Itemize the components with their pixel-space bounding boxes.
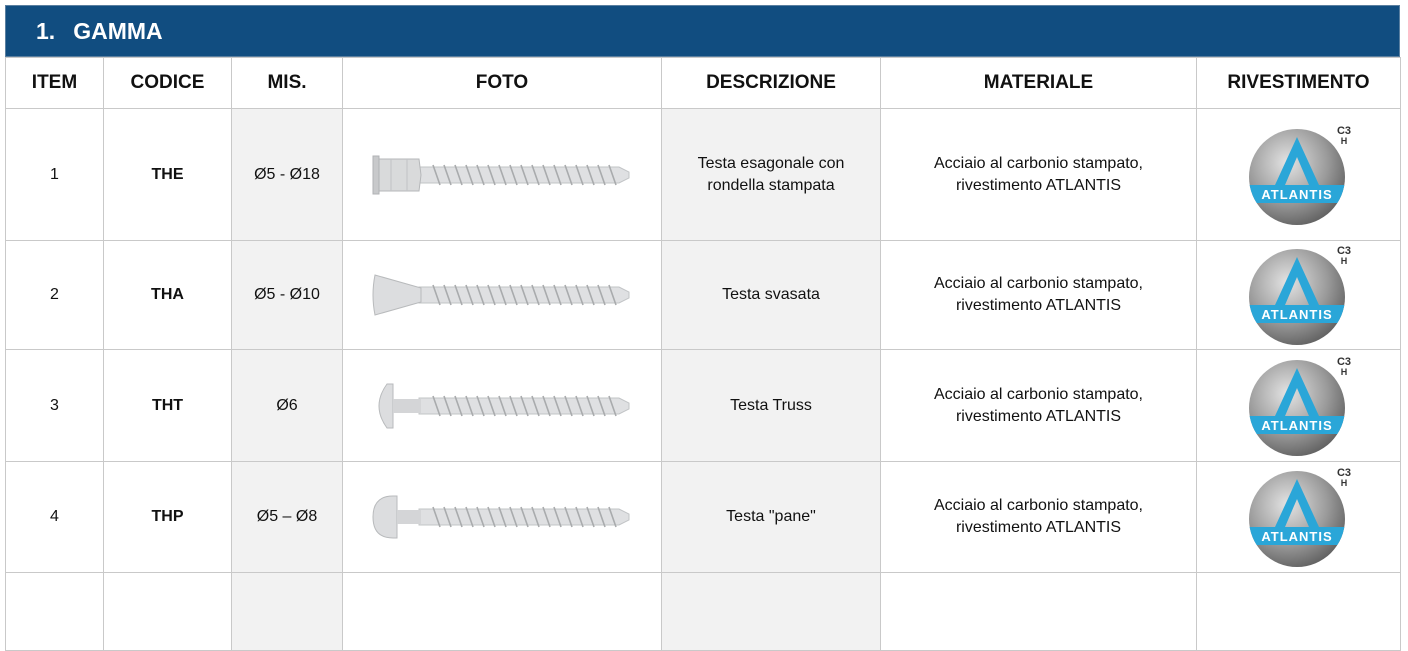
- description-text: Testa esagonale con rondella stampata: [697, 154, 845, 194]
- logo-brand: ATLANTIS: [1261, 529, 1332, 544]
- material-text: Acciaio al carbonio stampato, rivestimen…: [934, 497, 1143, 536]
- size-cell: Ø5 – Ø8: [231, 461, 343, 573]
- material-text: Acciaio al carbonio stampato, rivestimen…: [934, 275, 1143, 314]
- column-header: ITEM: [5, 57, 104, 109]
- column-header: FOTO: [342, 57, 662, 109]
- coating-cell: ATLANTIS C3 H: [1196, 108, 1401, 241]
- coating-logo: ATLANTIS C3H: [1248, 356, 1351, 456]
- code-cell: THE: [103, 108, 232, 241]
- material-cell: Acciaio al carbonio stampato, rivestimen…: [880, 108, 1197, 241]
- screw-photo: [372, 274, 630, 316]
- description-text: Testa svasata: [722, 286, 820, 303]
- logo-class: H: [1340, 478, 1347, 488]
- photo-cell: [342, 240, 662, 350]
- logo-brand: ATLANTIS: [1261, 418, 1332, 433]
- size-cell: Ø5 - Ø18: [231, 108, 343, 241]
- section-header: 1. GAMMA: [5, 5, 1400, 57]
- section-number: 1.: [36, 17, 56, 44]
- table-row: 4 THP Ø5 – Ø8 Testa "pane" Acciaio al carbon…: [5, 461, 1401, 573]
- photo-cell: [342, 461, 662, 573]
- logo-grade: C3: [1336, 125, 1350, 137]
- screw-photo: [372, 155, 630, 194]
- material-cell: Acciaio al carbonio stampato, rivestimen…: [880, 461, 1197, 573]
- screw-photo: [378, 383, 630, 428]
- coating-cell: ATLANTIS C3 H: [1196, 240, 1401, 350]
- document: 1. GAMMA ITEM CODICE MIS. FOTO DESCRIZIONE MA…: [5, 5, 1401, 651]
- coating-logo: ATLANTIS C3H: [1248, 125, 1351, 225]
- item-cell: 4: [5, 461, 104, 573]
- material-text: Acciaio al carbonio stampato, rivestimen…: [934, 385, 1143, 425]
- coating-logo: ATLANTIS C3H: [1248, 467, 1351, 567]
- code-cell: THP: [103, 461, 232, 573]
- table-row: 1 THE Ø5 - Ø18 Testa esagonale con rondella…: [5, 108, 1401, 241]
- photo-cell: [342, 349, 662, 462]
- description-cell: Testa Truss: [661, 349, 881, 462]
- logo-class: H: [1340, 256, 1347, 266]
- empty-cell: [103, 572, 232, 651]
- column-header: MIS.: [231, 57, 343, 109]
- screw-photo: [372, 495, 630, 539]
- column-header: RIVESTIMENTO: [1196, 57, 1401, 109]
- table-row: 3 THT Ø6 Testa Truss Acciaio al carbonio sta…: [5, 349, 1401, 462]
- code-cell: THA: [103, 240, 232, 350]
- column-header: DESCRIZIONE: [661, 57, 881, 109]
- description-cell: Testa "pane": [661, 461, 881, 573]
- photo-cell: [342, 108, 662, 241]
- logo-class: H: [1340, 367, 1347, 377]
- material-text: Acciaio al carbonio stampato, rivestimen…: [934, 154, 1143, 194]
- item-cell: 2: [5, 240, 104, 350]
- size-cell: Ø5 - Ø10: [231, 240, 343, 350]
- coating-cell: ATLANTIS C3 H: [1196, 349, 1401, 462]
- item-cell: 3: [5, 349, 104, 462]
- column-header: CODICE: [103, 57, 232, 109]
- logo-brand: ATLANTIS: [1261, 187, 1332, 202]
- material-cell: Acciaio al carbonio stampato, rivestimen…: [880, 349, 1197, 462]
- column-header: MATERIALE: [880, 57, 1197, 109]
- size-cell: Ø6: [231, 349, 343, 462]
- logo-class: H: [1340, 136, 1347, 146]
- logo-grade: C3: [1336, 245, 1350, 257]
- description-text: Testa "pane": [726, 508, 816, 525]
- code-cell: THT: [103, 349, 232, 462]
- description-cell: Testa esagonale con rondella stampata: [661, 108, 881, 241]
- coating-cell: ATLANTIS C3 H: [1196, 461, 1401, 573]
- empty-cell: [880, 572, 1197, 651]
- empty-cell: [1196, 572, 1401, 651]
- table-row: 2 THA Ø5 - Ø10 Testa svasata Acciaio al carb…: [5, 240, 1401, 350]
- description-text: Testa Truss: [730, 396, 812, 414]
- coating-logo: ATLANTIS C3H: [1248, 245, 1351, 345]
- empty-cell: [231, 572, 343, 651]
- section-title: GAMMA: [73, 17, 163, 44]
- range-table: ITEM CODICE MIS. FOTO DESCRIZIONE MATERIALE RI…: [5, 57, 1401, 651]
- empty-row: [5, 572, 1401, 651]
- logo-grade: C3: [1336, 467, 1350, 479]
- item-cell: 1: [5, 108, 104, 241]
- material-cell: Acciaio al carbonio stampato, rivestimen…: [880, 240, 1197, 350]
- header-row: ITEM CODICE MIS. FOTO DESCRIZIONE MATERIALE RI…: [5, 57, 1401, 109]
- empty-cell: [661, 572, 881, 651]
- empty-cell: [342, 572, 662, 651]
- logo-brand: ATLANTIS: [1261, 307, 1332, 322]
- description-cell: Testa svasata: [661, 240, 881, 350]
- empty-cell: [5, 572, 104, 651]
- logo-grade: C3: [1336, 356, 1350, 368]
